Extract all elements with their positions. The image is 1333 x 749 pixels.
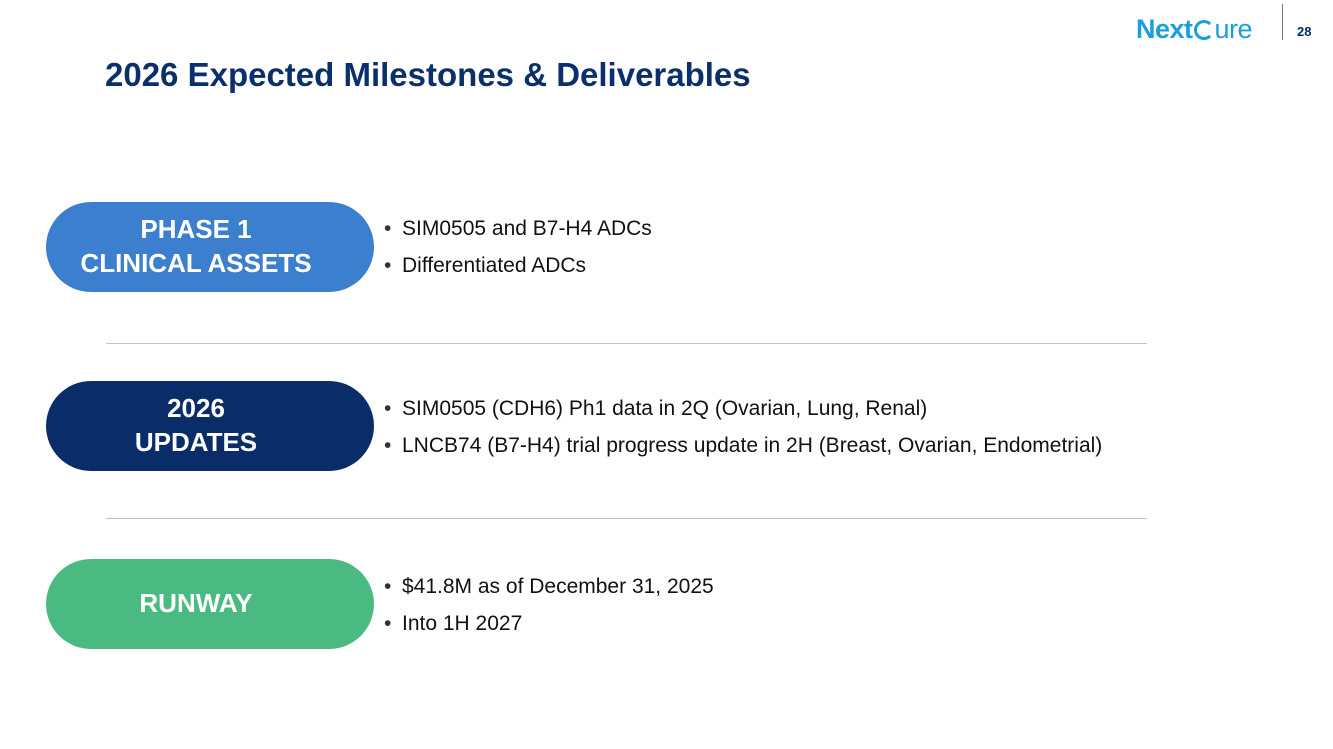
bullet-glyph: • [384,397,392,420]
bullet-text: Differentiated ADCs [402,254,587,277]
header-divider [1282,4,1283,40]
bullet-text: SIM0505 and B7-H4 ADCs [402,217,652,240]
bullet-item: • SIM0505 and B7-H4 ADCs [384,210,652,247]
bullet-glyph: • [384,254,392,277]
bullet-item: • Differentiated ADCs [384,247,652,284]
bullet-text: $41.8M as of December 31, 2025 [402,575,714,598]
bullet-glyph: • [384,434,392,457]
bullet-text: Into 1H 2027 [402,612,523,635]
nextcure-logo: Next ure [1136,13,1253,44]
bullet-item: • $41.8M as of December 31, 2025 [384,568,714,605]
section-bullets-runway: • $41.8M as of December 31, 2025 • Into 1H… [384,568,714,642]
bullet-item: • SIM0505 (CDH6) Ph1 data in 2Q (Ovarian,… [384,390,1102,427]
pill-label-line: CLINICAL ASSETS [80,248,312,278]
logo-text-ure: ure [1214,13,1253,44]
section-pill-phase1: PHASE 1 CLINICAL ASSETS [46,202,374,292]
section-divider [106,518,1147,519]
pill-label-line: PHASE 1 [140,214,252,245]
logo-text-next: Next [1136,13,1193,44]
section-bullets-updates: • SIM0505 (CDH6) Ph1 data in 2Q (Ovarian,… [384,390,1102,464]
bullet-glyph: • [384,612,392,635]
bullet-item: • LNCB74 (B7-H4) trial progress update in… [384,427,1102,464]
section-pill-updates: 2026 UPDATES [46,381,374,471]
bullet-text: LNCB74 (B7-H4) trial progress update in … [402,434,1103,457]
pill-label-line: 2026 [167,393,225,424]
section-divider [106,343,1147,344]
pill-label-line: RUNWAY [139,588,253,619]
section-bullets-phase1: • SIM0505 and B7-H4 ADCs • Differentiated … [384,210,652,284]
bullet-item: • Into 1H 2027 [384,605,714,642]
bullet-text: SIM0505 (CDH6) Ph1 data in 2Q (Ovarian, … [402,397,928,420]
bullet-glyph: • [384,217,392,240]
logo-c-mark-icon [1193,20,1214,40]
bullet-glyph: • [384,575,392,598]
page-title: 2026 Expected Milestones & Deliverables [105,56,751,93]
section-pill-runway: RUNWAY [46,559,374,649]
page-number: 28 [1297,24,1312,39]
pill-label-line: UPDATES [134,427,258,457]
